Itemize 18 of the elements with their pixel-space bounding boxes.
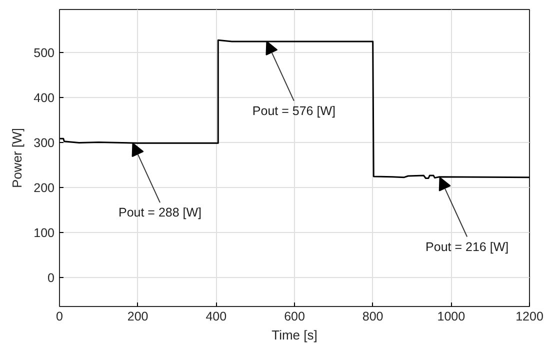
annotation: Pout = 216 [W] — [426, 240, 509, 254]
annotation: Pout = 576 [W] — [252, 104, 336, 118]
x-tick-label: 1000 — [437, 310, 466, 324]
x-tick-label: 1200 — [516, 310, 544, 324]
x-axis-title: Time [s] — [272, 328, 318, 342]
y-tick-label: 200 — [34, 180, 55, 195]
annotation: Pout = 288 [W] — [118, 206, 202, 220]
y-tick-label: 500 — [34, 46, 55, 60]
x-tick-label: 0 — [56, 310, 64, 324]
x-tick-label: 200 — [127, 310, 148, 324]
y-tick-label: 100 — [34, 226, 55, 240]
y-tick-label: 400 — [34, 90, 55, 105]
x-tick-label: 600 — [284, 310, 305, 324]
y-tick-label: 0 — [48, 270, 55, 285]
y-tick-label: 300 — [34, 136, 55, 150]
x-tick-label: 400 — [206, 310, 227, 324]
y-axis-title: Power [W] — [10, 128, 25, 188]
x-tick-label: 800 — [362, 310, 384, 324]
